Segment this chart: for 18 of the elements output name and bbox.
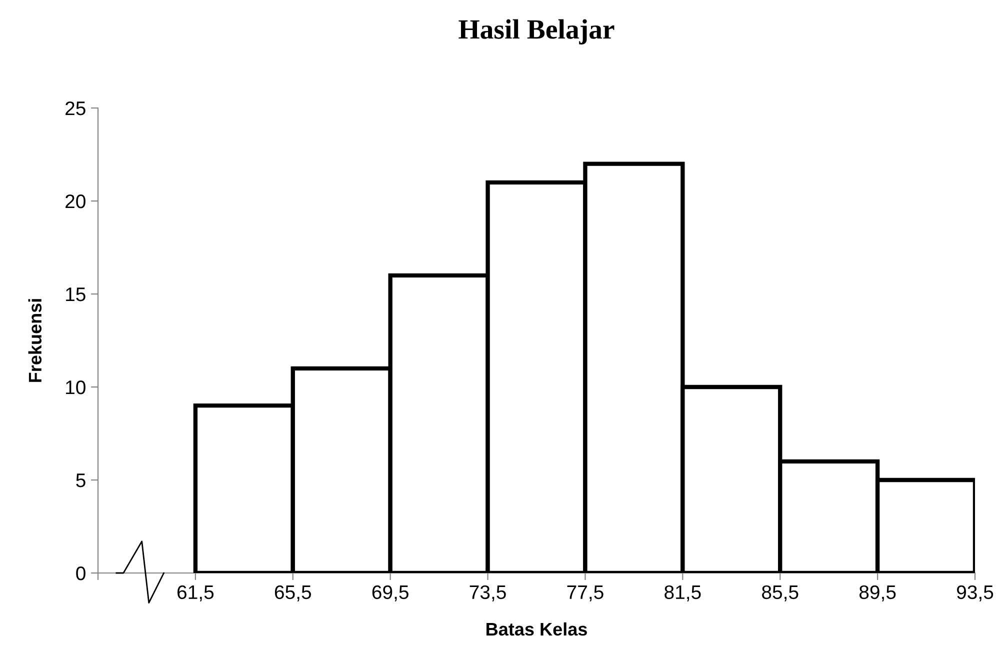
x-tick-label: 69,5 [372, 585, 408, 602]
x-tick-label: 85,5 [762, 585, 798, 602]
y-tick-label: 15 [66, 288, 86, 302]
x-tick-label: 65,5 [274, 585, 311, 602]
y-tick-label: 20 [66, 194, 86, 208]
x-tick-label: 81,5 [664, 585, 701, 602]
y-axis-title: Frekuensi [28, 299, 42, 382]
x-axis-title: Batas Kelas [486, 622, 587, 636]
y-tick-label: 5 [76, 474, 86, 488]
x-tick-label: 93,5 [956, 585, 994, 602]
x-tick-label: 89,5 [859, 585, 896, 602]
y-tick-label: 25 [66, 101, 86, 116]
x-tick-label: 61,5 [178, 585, 214, 602]
y-tick-label: 0 [76, 566, 86, 580]
x-tick-label: 77,5 [567, 586, 604, 602]
chart-title: Hasil Belajar [458, 19, 614, 44]
y-tick-label: 10 [66, 380, 86, 394]
x-tick-label: 73,5 [470, 585, 506, 602]
